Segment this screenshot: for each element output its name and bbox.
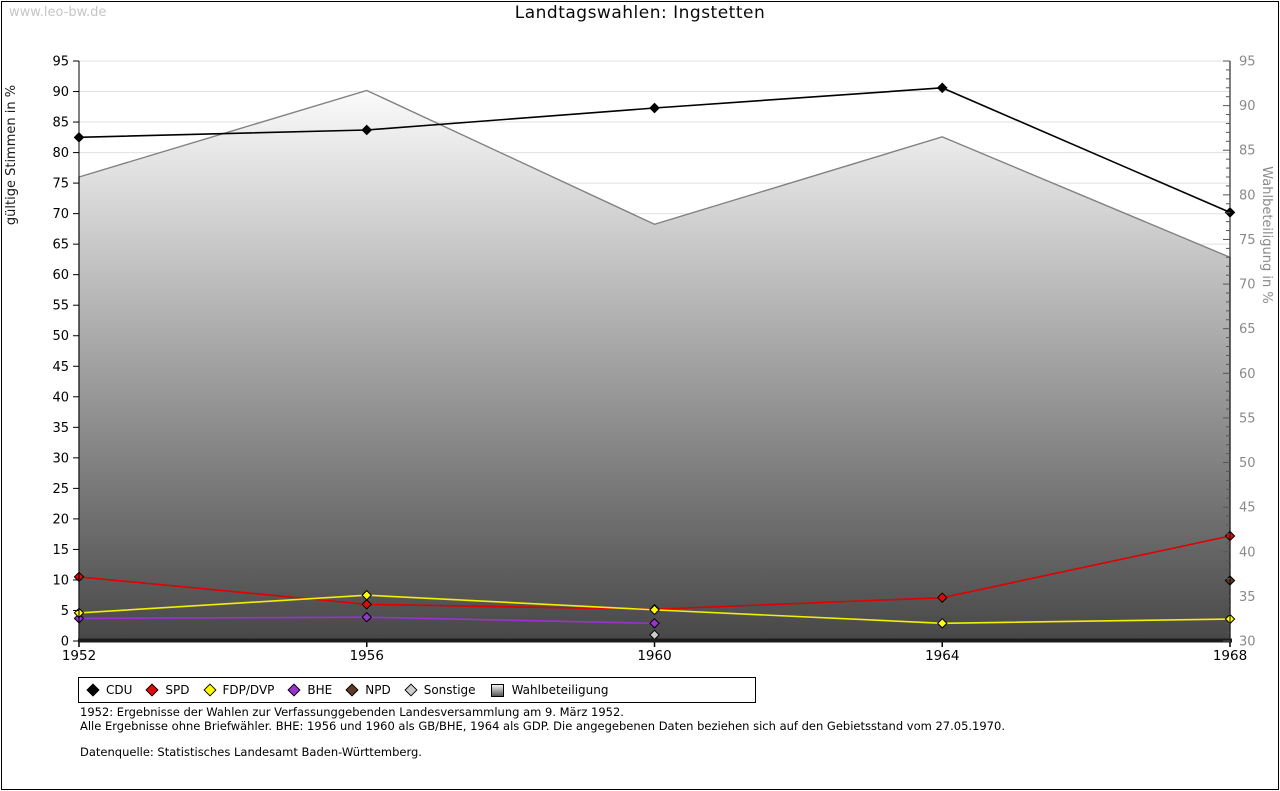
left-axis-tick-label: 15 [52, 543, 69, 558]
data-point-marker [936, 617, 948, 629]
right-axis-tick-label: 90 [1239, 99, 1256, 114]
left-axis-tick-label: 25 [52, 482, 69, 497]
left-axis-tick-label: 30 [52, 451, 69, 466]
right-axis-tick-label: 55 [1239, 411, 1256, 426]
data-point-marker [649, 102, 660, 114]
legend-item-spd: SPD [145, 683, 190, 697]
left-axis-tick-label: 35 [52, 421, 69, 436]
left-axis-tick-label: 70 [52, 207, 69, 222]
x-axis-tick-label: 1968 [1213, 648, 1247, 664]
legend-item-sonstige: Sonstige [404, 683, 476, 697]
right-axis-tick-label: 60 [1239, 367, 1256, 382]
left-axis-tick-label: 10 [52, 573, 69, 588]
legend-diamond-icon [202, 683, 217, 697]
legend-item-wahlbeteiligung: Wahlbeteiligung [490, 683, 609, 697]
data-point-marker [936, 82, 948, 94]
area-wahlbeteiligung [78, 89, 1231, 642]
footnote-source: Datenquelle: Statistisches Landesamt Bad… [80, 745, 422, 759]
legend-item-bhe: BHE [287, 683, 333, 697]
right-axis-title: Wahlbeteiligung in % [1259, 166, 1274, 303]
left-axis-tick-label: 60 [52, 268, 69, 283]
left-axis-tick-label: 90 [52, 85, 69, 100]
chart-canvas: 0 5 10 15 20 25 30 35 40 45 50 55 60 65 70 75 80 85 90 95 30… [4, 55, 1274, 665]
right-axis-tick-label: 95 [1239, 55, 1256, 70]
left-axis-tick-label: 85 [52, 116, 69, 131]
left-axis-tick-label: 55 [52, 299, 69, 314]
x-axis-tick-label: 1956 [350, 648, 384, 664]
footnote-line-2: Alle Ergebnisse ohne Briefwähler. BHE: 1… [80, 718, 1005, 733]
data-point-marker [361, 124, 373, 136]
data-point-marker [361, 599, 373, 610]
legend: CDU SPD FDP/DVP BHE NPD Sonstige Wahlbeteiligu… [78, 677, 756, 703]
legend-label: Sonstige [423, 683, 476, 697]
chart-svg: 0 5 10 15 20 25 30 35 40 45 50 55 60 65 70 75 80 85 90 95 30… [4, 55, 1274, 665]
legend-diamond-icon [145, 683, 159, 697]
right-axis-tick-label: 45 [1239, 501, 1256, 516]
data-point-marker [649, 617, 660, 629]
legend-item-fdp-dvp: FDP/DVP [202, 683, 275, 697]
legend-label: SPD [165, 683, 190, 697]
x-axis-tick-label: 1952 [62, 648, 96, 664]
left-axis-tick-label: 50 [52, 329, 69, 344]
legend-label: CDU [106, 683, 133, 697]
legend-label: BHE [307, 683, 333, 697]
right-axis-tick-label: 85 [1239, 144, 1256, 159]
right-axis-tick-label: 40 [1239, 545, 1256, 560]
right-axis-tick-label: 30 [1239, 635, 1256, 650]
x-axis-tick-label: 1964 [925, 648, 959, 664]
axes: 0 5 10 15 20 25 30 35 40 45 50 55 60 65 70 75 80 85 90 95 30… [4, 55, 1274, 665]
legend-gradient-swatch-icon [490, 683, 504, 697]
legend-diamond-icon [345, 683, 359, 697]
watermark: www.leo-bw.de [9, 5, 107, 20]
left-axis-tick-label: 0 [61, 635, 69, 650]
data-point-marker [361, 589, 373, 601]
right-axis-tick-label: 35 [1239, 590, 1256, 605]
left-axis-tick-label: 65 [52, 238, 69, 253]
legend-diamond-icon [86, 683, 100, 697]
legend-item-npd: NPD [345, 683, 391, 697]
legend-diamond-icon [404, 683, 418, 697]
right-axis-tick-label: 75 [1239, 233, 1256, 248]
footnote-line-1: 1952: Ergebnisse der Wahlen zur Verfassu… [80, 705, 624, 719]
left-axis-tick-label: 80 [52, 146, 69, 161]
right-axis-tick-label: 65 [1239, 322, 1256, 337]
data-point-marker [936, 592, 948, 603]
footnotes: 1952: Ergebnisse der Wahlen zur Verfassu… [80, 705, 1005, 760]
left-axis-title: gültige Stimmen in % [4, 85, 19, 225]
left-axis-tick-label: 95 [52, 55, 69, 70]
legend-item-cdu: CDU [86, 683, 133, 697]
chart-title: Landtagswahlen: Ingstetten [514, 3, 766, 23]
right-axis-tick-label: 70 [1239, 278, 1256, 293]
series-cdu [73, 82, 1236, 218]
legend-diamond-icon [287, 683, 301, 697]
left-axis-tick-label: 5 [61, 604, 69, 619]
legend-label: FDP/DVP [222, 683, 275, 697]
right-axis-tick-label: 80 [1239, 188, 1256, 203]
data-point-marker [649, 604, 660, 616]
left-axis-tick-label: 45 [52, 360, 69, 375]
legend-label: NPD [365, 683, 391, 697]
x-axis-tick-label: 1960 [637, 648, 671, 664]
data-point-marker [361, 611, 373, 623]
left-axis-tick-label: 75 [52, 177, 69, 192]
legend-label: Wahlbeteiligung [511, 683, 609, 697]
left-axis-tick-label: 20 [52, 512, 69, 527]
right-axis-tick-label: 50 [1239, 456, 1256, 471]
left-axis-tick-label: 40 [52, 390, 69, 405]
